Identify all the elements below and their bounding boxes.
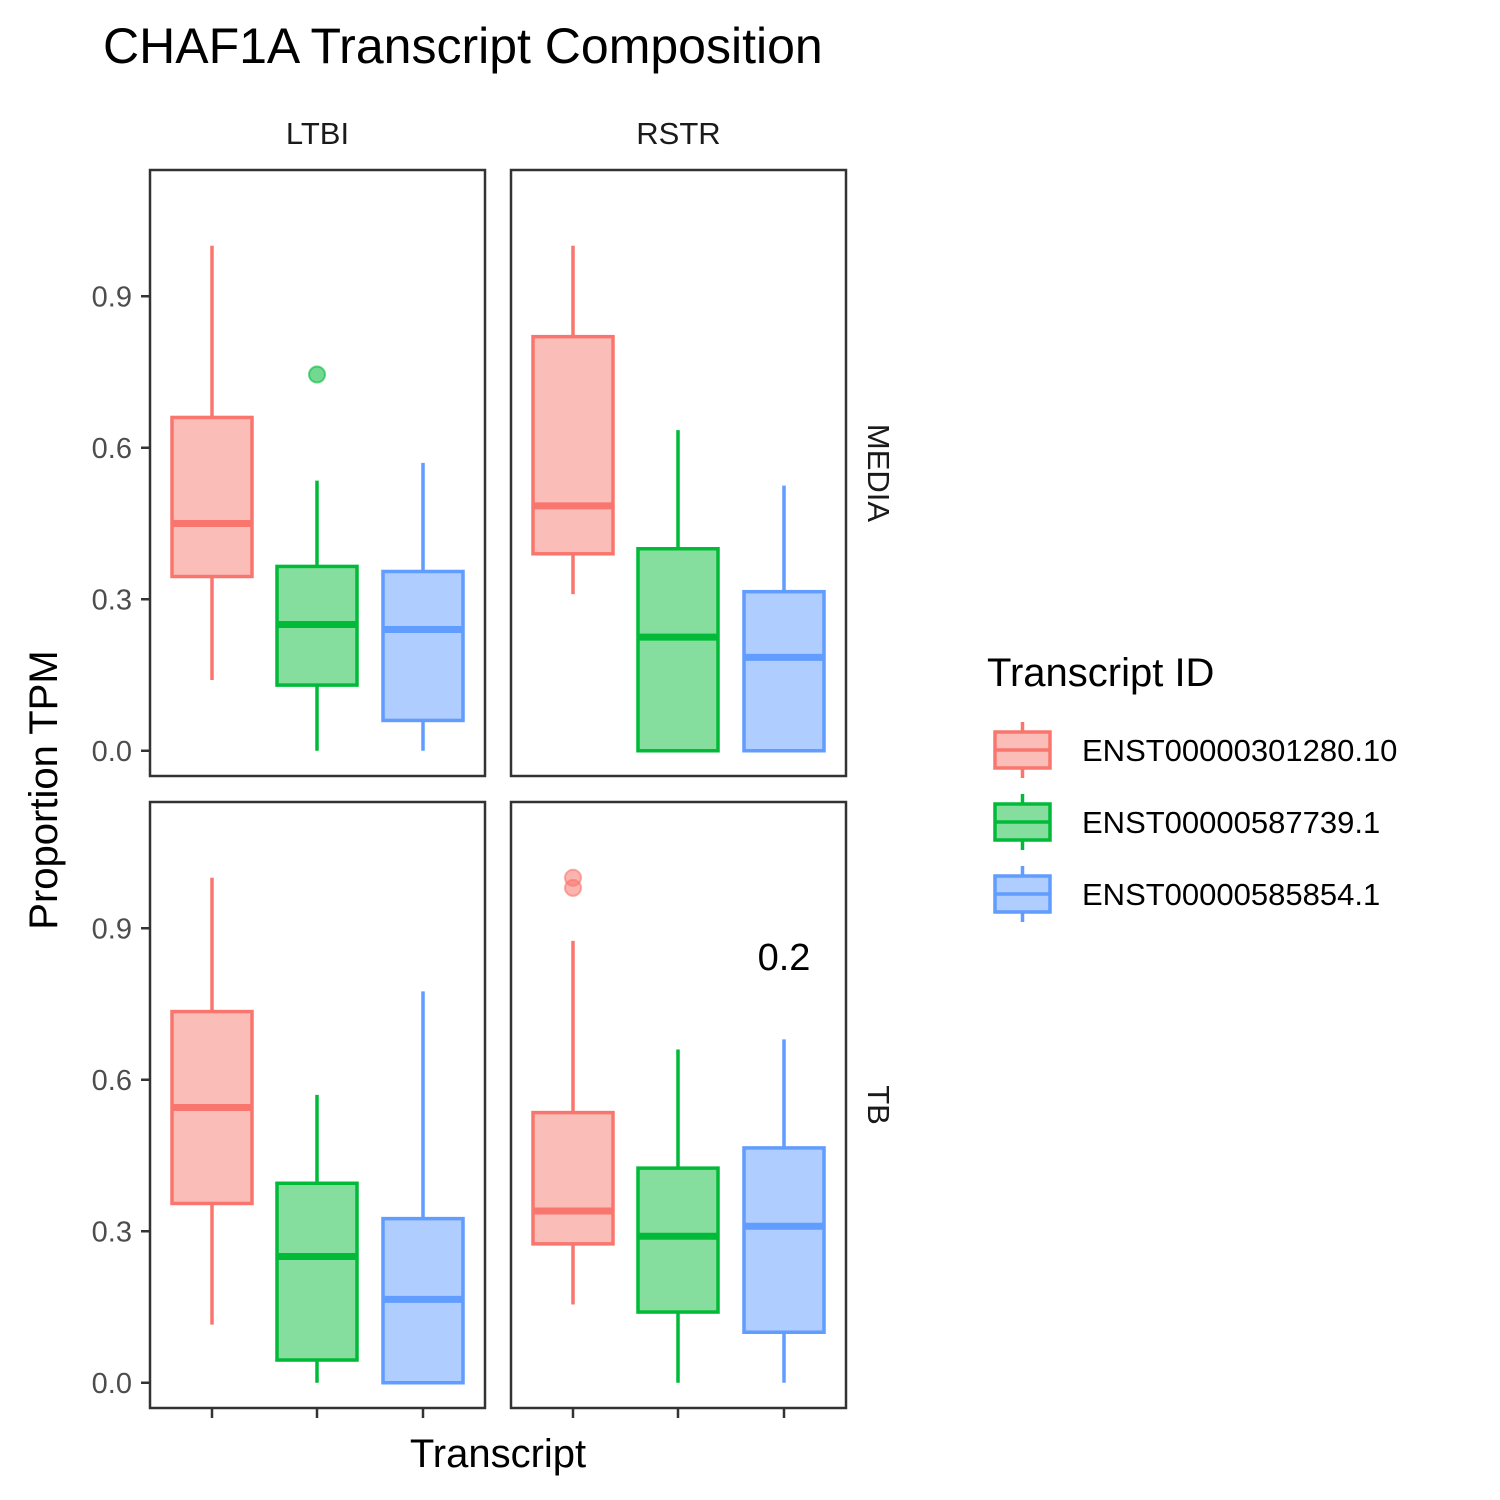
- legend-key: [993, 794, 1052, 850]
- box: [275, 1181, 359, 1362]
- facet-col-label: RSTR: [636, 116, 720, 151]
- y-tick-label: 0.6: [92, 1065, 132, 1097]
- legend-title: Transcript ID: [987, 651, 1214, 695]
- facet-panels: LTBI RSTR MEDIA TB 0.0 0.3 0.6 0.9 0.0 0.3 0.6 0.9 0…: [92, 116, 896, 1418]
- box: [531, 334, 615, 556]
- box: [742, 1146, 826, 1335]
- y-tick-label: 0.0: [92, 1368, 132, 1400]
- boxplot-2: [275, 365, 359, 751]
- boxplot-2: [636, 1049, 720, 1383]
- facet-panel-ltbi-media: [148, 168, 487, 778]
- outlier-point: [308, 365, 326, 384]
- boxplot-1: [170, 245, 254, 681]
- boxplot-1: [531, 245, 615, 595]
- boxplot-3: [742, 1039, 826, 1383]
- box: [381, 569, 465, 723]
- legend-label: ENST00000585854.1: [1082, 877, 1380, 912]
- box: [636, 1166, 720, 1314]
- facet-panel-rstr-tb: 0.2: [509, 800, 848, 1410]
- legend-label: ENST00000301280.10: [1082, 733, 1397, 768]
- boxplot-3: [381, 462, 465, 751]
- facet-row-label: MEDIA: [861, 424, 896, 523]
- legend-items: ENST00000301280.10 ENST00000587739.1 ENST0…: [993, 722, 1397, 922]
- panel-annotation: 0.2: [758, 937, 811, 979]
- legend-label: ENST00000587739.1: [1082, 805, 1380, 840]
- panel-border: [148, 168, 487, 778]
- boxplot-2: [636, 430, 720, 753]
- box: [636, 547, 720, 753]
- box: [742, 589, 826, 753]
- boxplot-3: [742, 485, 826, 753]
- legend: Transcript ID ENST00000301280.10ENST0000…: [987, 651, 1397, 922]
- x-axis-title: Transcript: [410, 1432, 586, 1476]
- y-tick-label: 0.3: [92, 1216, 132, 1248]
- box: [170, 415, 254, 579]
- boxplot-1: [170, 877, 254, 1325]
- facet-col-label: LTBI: [286, 116, 349, 151]
- legend-item: ENST00000301280.10: [993, 722, 1397, 778]
- box: [531, 1110, 615, 1246]
- facet-panel-rstr-media: [509, 168, 848, 778]
- legend-key: [993, 866, 1052, 922]
- y-tick-label: 0.9: [92, 281, 132, 313]
- boxplot-1: [531, 868, 615, 1305]
- legend-item: ENST00000587739.1: [993, 794, 1380, 850]
- legend-item: ENST00000585854.1: [993, 866, 1380, 922]
- panel-border: [148, 800, 487, 1410]
- y-tick-label: 0.9: [92, 913, 132, 945]
- legend-key: [993, 722, 1052, 778]
- panel-border: [509, 800, 848, 1410]
- y-tick-label: 0.0: [92, 736, 132, 768]
- y-tick-label: 0.6: [92, 433, 132, 465]
- panel-border: [509, 168, 848, 778]
- boxplot-2: [275, 1094, 359, 1383]
- y-tick-label: 0.3: [92, 584, 132, 616]
- chart-title: CHAF1A Transcript Composition: [103, 18, 823, 74]
- y-axis-title: Proportion TPM: [22, 650, 66, 929]
- facet-panel-ltbi-tb: [148, 800, 487, 1410]
- outlier-point: [564, 878, 582, 897]
- facet-row-label: TB: [861, 1085, 896, 1125]
- boxplot-3: [381, 991, 465, 1385]
